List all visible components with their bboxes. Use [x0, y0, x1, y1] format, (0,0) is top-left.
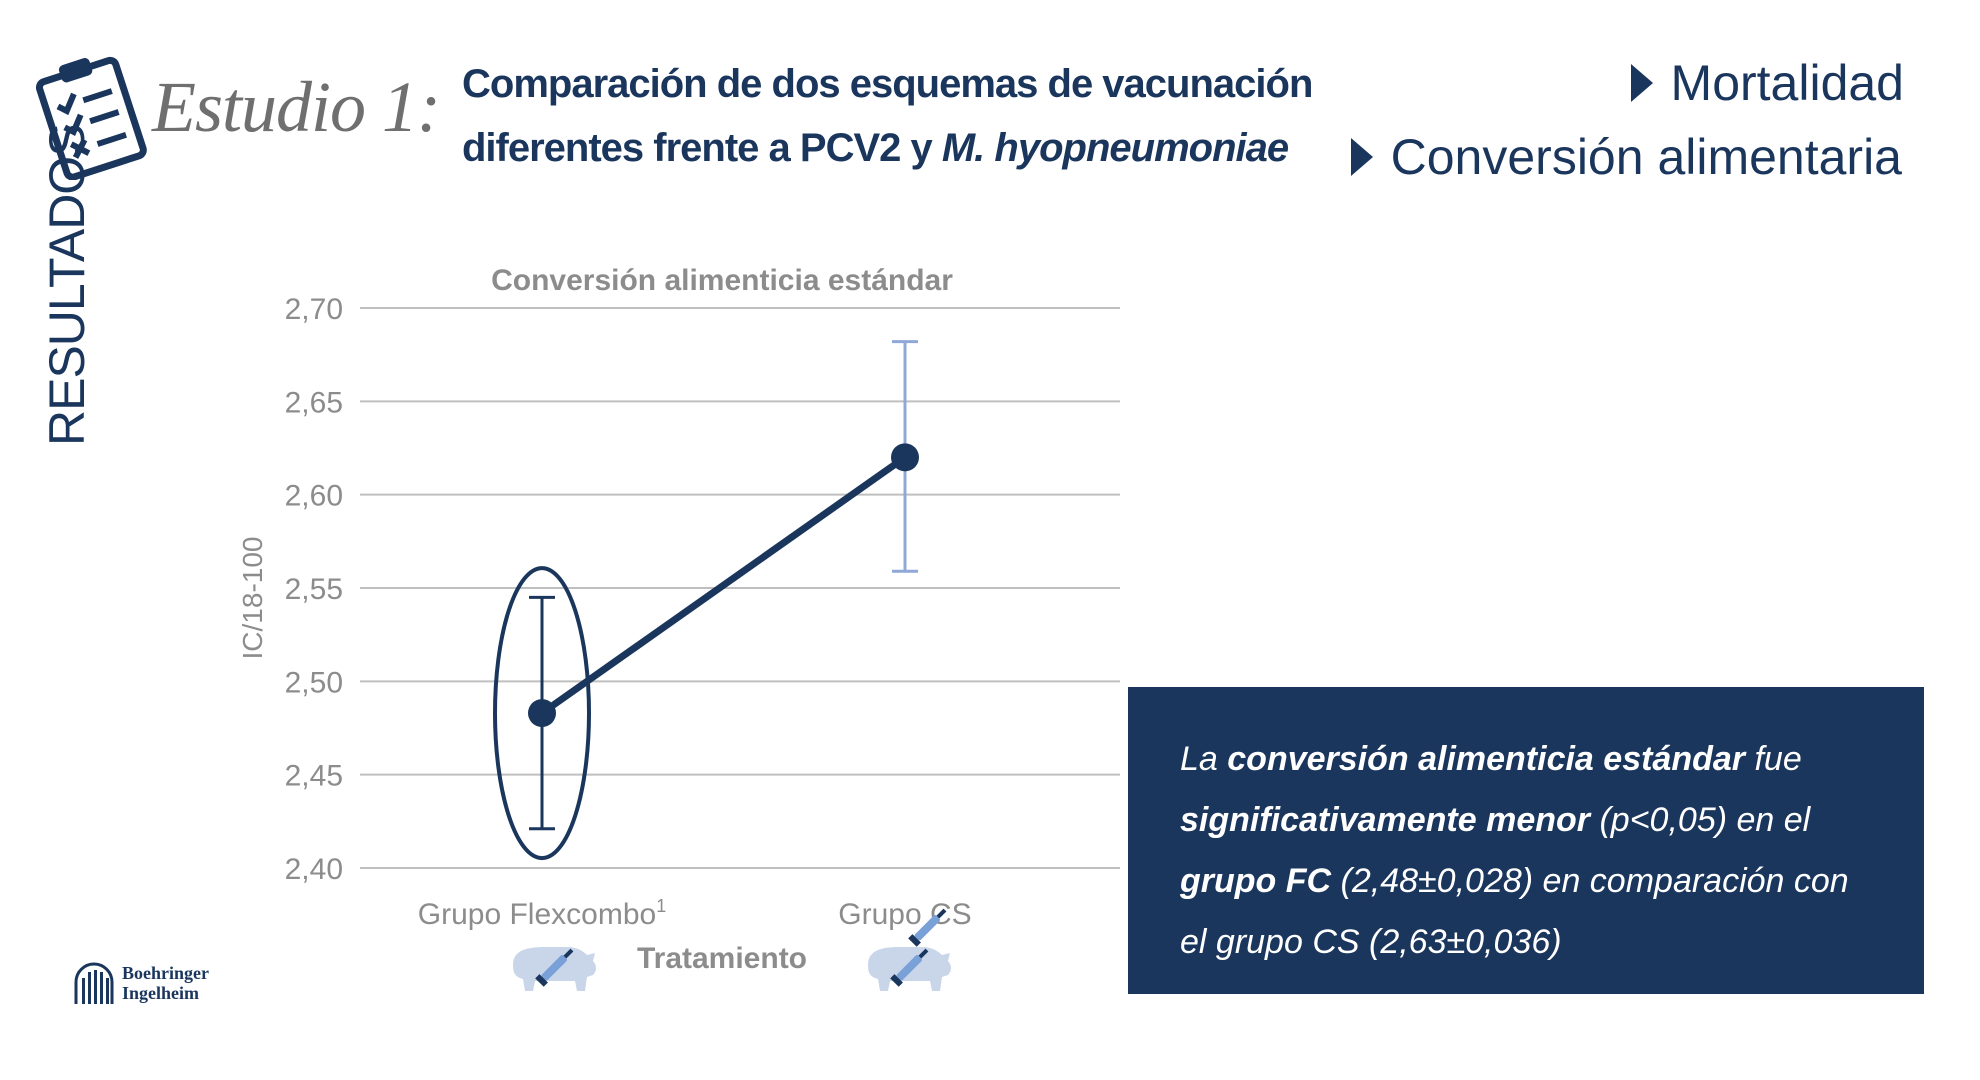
logo-line-1: Boehringer: [122, 963, 209, 983]
y-tick-label: 2,40: [285, 853, 343, 886]
callout-bold-1: conversión alimenticia estándar: [1227, 740, 1746, 778]
study-label: Estudio 1:: [152, 67, 441, 147]
x-tick-labels: Grupo Flexcombo1 Grupo CS: [418, 896, 972, 931]
y-tick-label: 2,65: [285, 386, 343, 419]
x-tick-label: Grupo CS: [838, 898, 971, 931]
callout-bold-2: significativamente menor: [1180, 801, 1591, 839]
pig-two-syringes-icon: [868, 908, 951, 991]
highlight-ellipse: [493, 566, 591, 861]
title-line-1: Comparación de dos esquemas de vacunació…: [462, 62, 1313, 106]
y-axis-label: IC/18-100: [237, 537, 268, 660]
callout-text: La: [1180, 740, 1228, 778]
callout-text: (p<0,05) en el: [1590, 801, 1811, 839]
section-label: Mortalidad: [1670, 55, 1904, 111]
conclusion-callout: La conversión alimenticia estándar fue s…: [1128, 687, 1924, 994]
page-title: Comparación de dos esquemas de vacunació…: [462, 52, 1313, 180]
y-tick-labels: 2,40 2,45 2,50 2,55 2,60 2,65 2,70: [285, 293, 343, 886]
x-tick-superscript: 1: [656, 896, 666, 916]
section-link-mortalidad[interactable]: Mortalidad: [1630, 54, 1904, 112]
chart-marks: [493, 340, 919, 861]
x-tick-label: Grupo Flexcombo1: [418, 896, 666, 931]
title-line-2-text: diferentes frente a PCV2 y: [462, 126, 942, 170]
callout-bold-3: grupo FC: [1180, 862, 1332, 900]
y-tick-label: 2,70: [285, 293, 343, 326]
callout-text: fue: [1745, 740, 1802, 778]
y-tick-label: 2,60: [285, 480, 343, 513]
boehringer-logo: Boehringer Ingelheim: [72, 960, 209, 1006]
boehringer-logo-icon: [74, 962, 114, 1004]
play-triangle-icon: [1350, 138, 1373, 176]
data-point: [891, 443, 919, 472]
play-triangle-icon: [1630, 64, 1653, 102]
clipboard-checklist-icon: [35, 56, 147, 180]
pig-syringe-icon: [513, 947, 596, 991]
callout-text: (2,48±0,028) en comparación con el grupo…: [1180, 862, 1849, 961]
logo-line-2: Ingelheim: [122, 983, 200, 1003]
title-line-2: diferentes frente a PCV2 y M. hyopneumon…: [462, 116, 1302, 180]
grid-lines: [360, 307, 1120, 869]
series-line: [539, 454, 908, 716]
data-point: [528, 699, 556, 728]
y-tick-label: 2,45: [285, 760, 343, 793]
x-axis-label: Tratamiento: [637, 942, 807, 975]
chart-title: Conversión alimenticia estándar: [491, 264, 953, 297]
section-link-conversion[interactable]: Conversión alimentaria: [1350, 128, 1902, 186]
y-tick-label: 2,55: [285, 573, 343, 606]
title-line-2-italic: M. hyopneumoniae: [941, 126, 1289, 170]
section-label: Conversión alimentaria: [1390, 129, 1902, 185]
y-tick-label: 2,50: [285, 666, 343, 699]
